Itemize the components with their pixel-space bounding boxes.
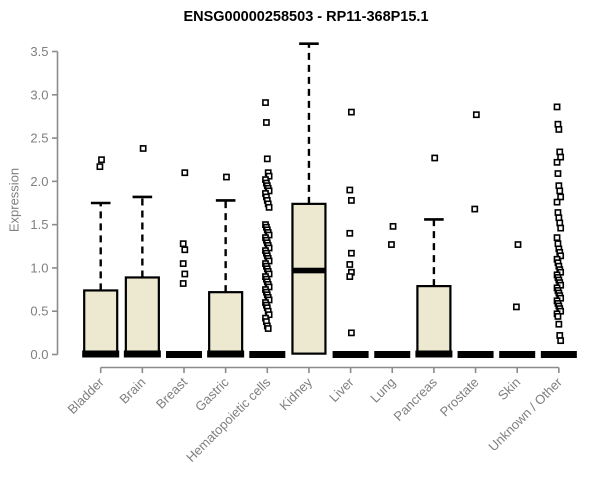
y-tick-label: 2.5	[30, 131, 48, 146]
median-bar	[82, 350, 120, 358]
outlier-point	[346, 273, 354, 280]
outlier-point	[557, 153, 565, 161]
median-bar	[123, 350, 161, 358]
outlier-point	[553, 158, 561, 166]
outlier-point	[556, 187, 564, 195]
outlier-point	[346, 186, 354, 194]
x-category-label: Prostate	[437, 375, 482, 420]
outlier-point	[265, 311, 273, 319]
outlier-point	[389, 222, 397, 230]
outlier-point	[347, 108, 355, 116]
median-bar	[291, 267, 327, 274]
median-bar	[249, 351, 286, 358]
outlier-point	[223, 173, 230, 181]
x-category-label: Lung	[367, 375, 398, 406]
outlier-point	[262, 99, 269, 106]
outlier-point	[346, 261, 354, 268]
y-tick-label: 1.0	[30, 260, 48, 275]
y-tick-label: 3.0	[30, 87, 48, 102]
outlier-point	[553, 234, 561, 242]
box-group-bladder	[82, 156, 120, 358]
outlier-point	[553, 103, 561, 111]
box-group-kidney	[291, 42, 327, 355]
outlier-point	[471, 205, 479, 213]
outlier-point	[96, 163, 104, 171]
chart-title: ENSG00000258503 - RP11-368P15.1	[183, 9, 429, 25]
x-category-label: Breast	[153, 374, 190, 411]
median-bar	[499, 351, 536, 358]
outlier-point	[181, 169, 189, 177]
outlier-point	[179, 280, 187, 287]
x-category-label: Liver	[326, 374, 357, 405]
box-group-skin	[499, 241, 536, 358]
box-group-gastric	[207, 173, 245, 358]
median-bar	[332, 351, 369, 358]
outlier-point	[179, 240, 187, 248]
x-category-label: Unknown / Other	[485, 374, 565, 454]
outlier-point	[179, 260, 187, 268]
box-group-brain	[123, 145, 161, 358]
outlier-point	[264, 325, 272, 332]
y-tick-label: 0.5	[30, 304, 48, 319]
box-group-unknown-other	[540, 103, 577, 358]
x-category-label: Kidney	[276, 374, 315, 413]
outlier-point	[388, 241, 395, 248]
outlier-point	[139, 145, 147, 152]
median-bar	[415, 350, 453, 358]
median-bar	[540, 351, 577, 358]
outlier-point	[557, 224, 565, 232]
median-bar	[457, 351, 494, 358]
outlier-point	[553, 198, 561, 206]
outlier-point	[555, 320, 563, 328]
outlier-point	[472, 111, 480, 119]
outlier-point	[347, 197, 355, 204]
box-group-liver	[332, 108, 369, 358]
x-category-label: Skin	[495, 375, 523, 403]
box-group-prostate	[457, 111, 494, 358]
outlier-point	[265, 203, 273, 211]
box-group-breast	[166, 169, 202, 358]
outlier-point	[557, 193, 565, 201]
outlier-point	[554, 313, 562, 320]
x-category-label: Gastric	[192, 374, 232, 414]
outlier-point	[557, 252, 565, 260]
box-group-hematopoietic-cells	[249, 99, 286, 358]
outlier-point	[262, 119, 270, 126]
outlier-point	[347, 249, 355, 257]
outlier-point	[181, 270, 189, 278]
x-category-label: Pancreas	[391, 374, 441, 424]
y-axis: 0.0 0.5 1.0 1.5 2.0 2.5 3.0 3.5	[30, 44, 59, 362]
y-tick-label: 3.5	[30, 44, 48, 59]
outlier-point	[263, 155, 271, 163]
outlier-point	[555, 126, 563, 133]
outlier-point	[557, 337, 565, 345]
y-tick-label: 1.5	[30, 217, 48, 232]
outlier-point	[512, 303, 520, 311]
median-bar	[374, 351, 411, 358]
x-category-label: Brain	[116, 375, 148, 407]
outlier-point	[181, 246, 189, 254]
outlier-point	[554, 170, 562, 177]
median-bar	[166, 351, 202, 358]
outlier-point	[265, 172, 273, 180]
outlier-point	[347, 329, 355, 337]
y-tick-label: 2.0	[30, 174, 48, 189]
y-tick-label: 0.0	[30, 347, 48, 362]
outlier-point	[431, 154, 439, 162]
median-bar	[207, 350, 245, 358]
box-group-lung	[374, 222, 411, 358]
x-category-label: Bladder	[65, 374, 108, 417]
outlier-point	[98, 156, 105, 164]
outlier-point	[346, 229, 354, 237]
box-group-pancreas	[415, 154, 453, 358]
outlier-point	[514, 241, 522, 248]
